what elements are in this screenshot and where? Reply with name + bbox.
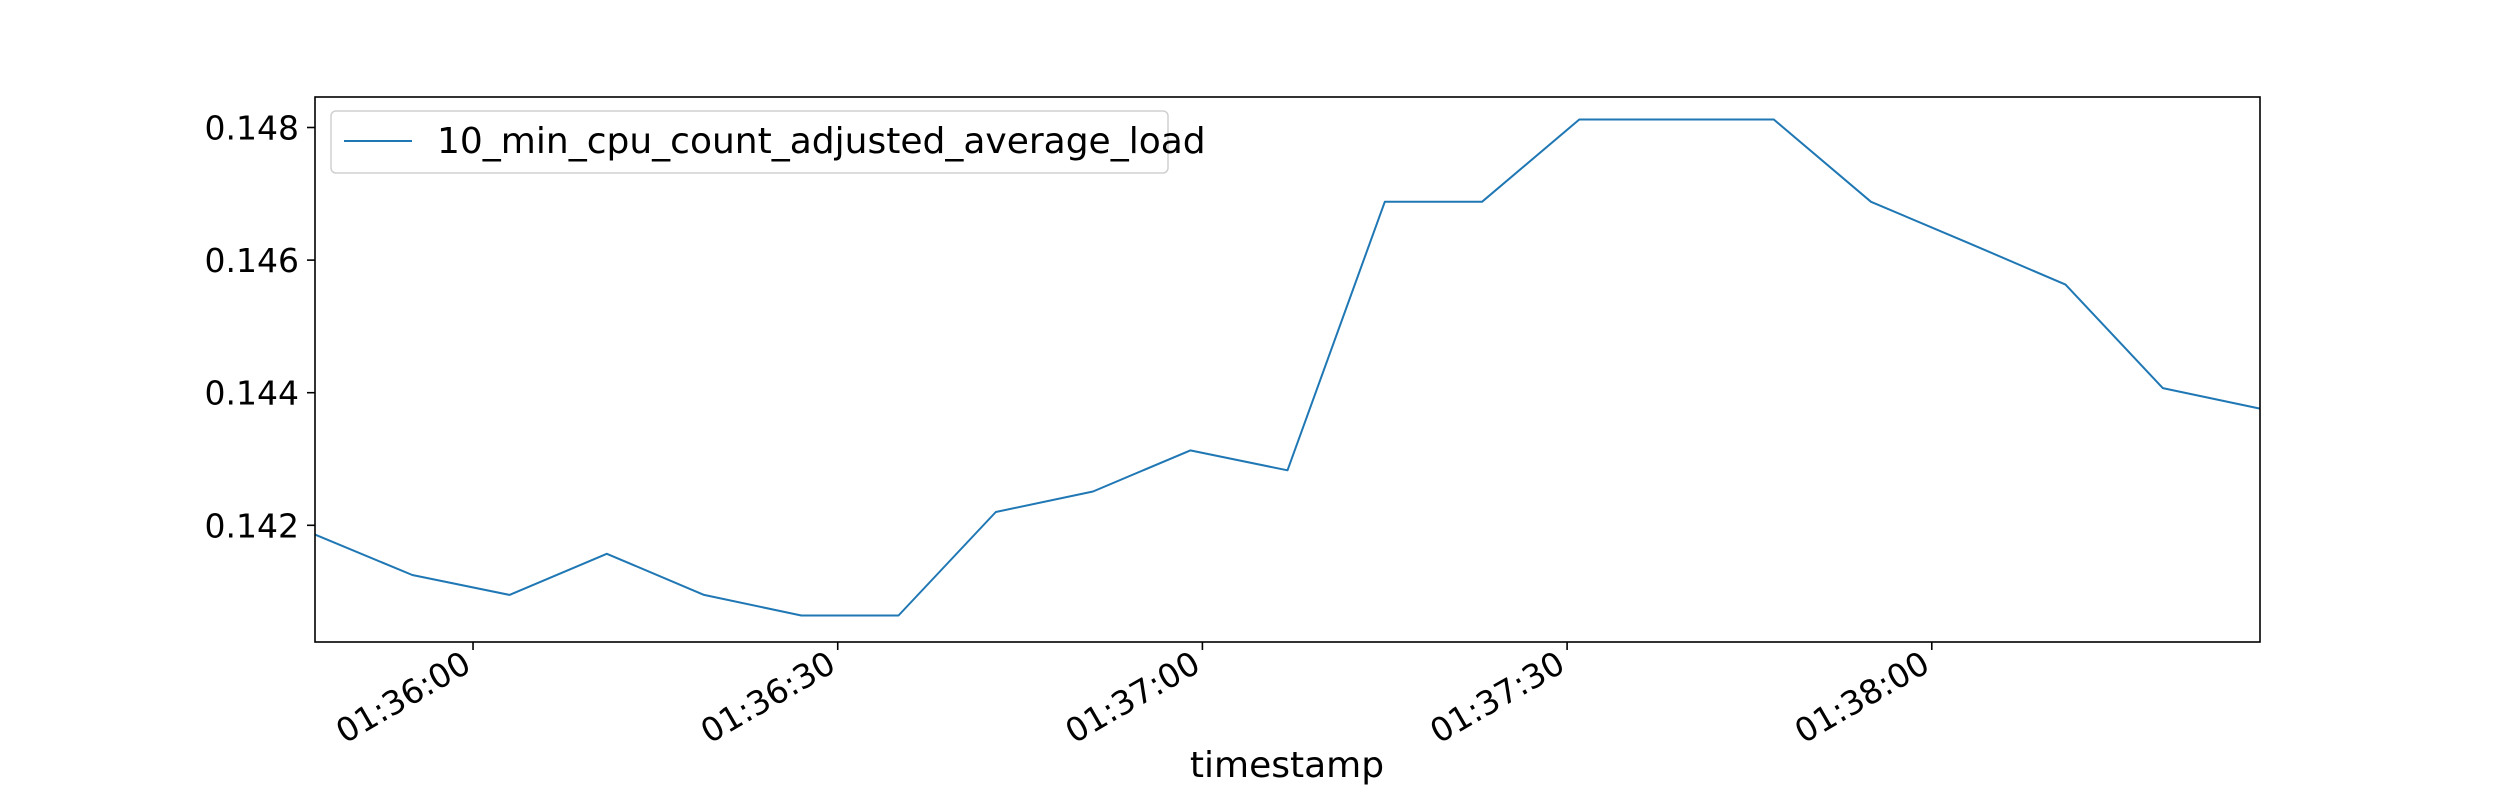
legend: 10_min_cpu_count_adjusted_average_load	[330, 110, 1206, 174]
x-tick-label: 01:38:00	[1788, 643, 1936, 751]
y-tick-label: 0.142	[205, 506, 299, 545]
x-axis: 01:36:00 01:36:30 01:37:00 01:37:30 01:38:00	[329, 642, 1936, 751]
y-tick-label: 0.144	[205, 374, 299, 413]
y-tick-label: 0.148	[205, 108, 299, 147]
x-tick-label: 01:37:00	[1059, 643, 1207, 751]
series-line-0	[314, 118, 2261, 617]
x-axis-title: timestamp	[1190, 745, 1384, 786]
y-tick-label: 0.146	[205, 241, 299, 280]
x-tick-label: 01:37:30	[1423, 643, 1571, 751]
plot-background	[315, 97, 2260, 642]
plot-frame	[314, 96, 2261, 643]
legend-frame	[330, 110, 1169, 174]
x-tick-label: 01:36:30	[694, 643, 842, 751]
x-tick-label: 01:36:00	[329, 643, 477, 751]
legend-label: 10_min_cpu_count_adjusted_average_load	[437, 121, 1206, 162]
series-layer	[314, 118, 2261, 617]
y-axis: 0.142 0.144 0.146 0.148	[205, 108, 315, 545]
